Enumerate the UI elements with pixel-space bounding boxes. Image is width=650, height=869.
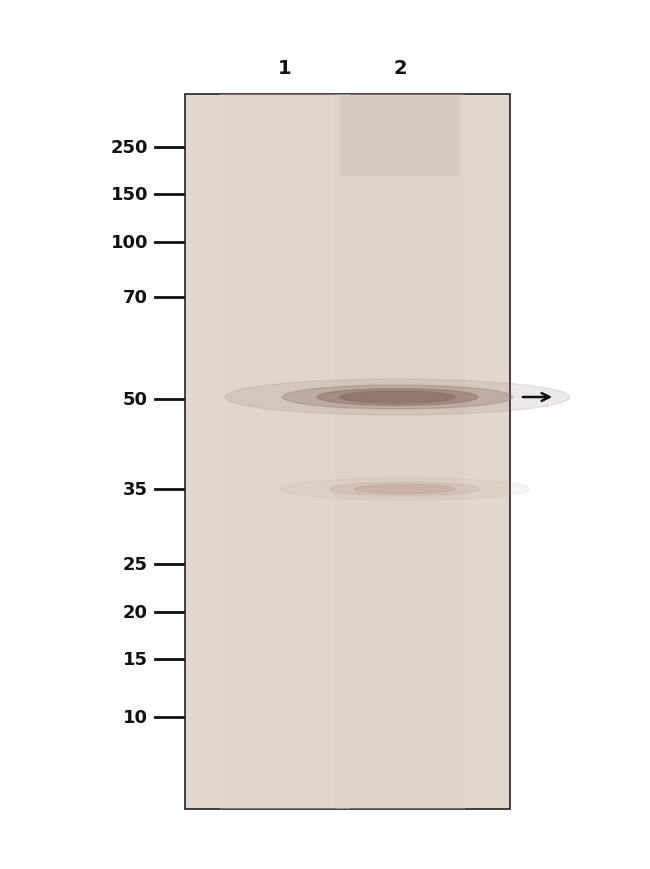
Ellipse shape xyxy=(355,485,455,494)
Bar xyxy=(185,95,510,809)
Text: 2: 2 xyxy=(393,58,407,77)
Text: 50: 50 xyxy=(123,390,148,408)
Text: 25: 25 xyxy=(123,555,148,574)
Text: 100: 100 xyxy=(111,234,148,252)
Bar xyxy=(335,95,465,809)
Ellipse shape xyxy=(340,392,455,403)
Text: 10: 10 xyxy=(123,708,148,726)
Text: 15: 15 xyxy=(123,650,148,668)
Text: 250: 250 xyxy=(111,139,148,156)
Text: 1: 1 xyxy=(278,58,292,77)
Bar xyxy=(220,95,350,809)
Bar xyxy=(340,96,460,176)
Ellipse shape xyxy=(225,380,570,415)
Ellipse shape xyxy=(317,389,478,406)
Ellipse shape xyxy=(280,478,530,501)
Text: 20: 20 xyxy=(123,603,148,621)
Text: 150: 150 xyxy=(111,186,148,203)
Ellipse shape xyxy=(330,482,480,496)
Ellipse shape xyxy=(283,386,512,409)
Text: 35: 35 xyxy=(123,481,148,499)
Text: 70: 70 xyxy=(123,289,148,307)
